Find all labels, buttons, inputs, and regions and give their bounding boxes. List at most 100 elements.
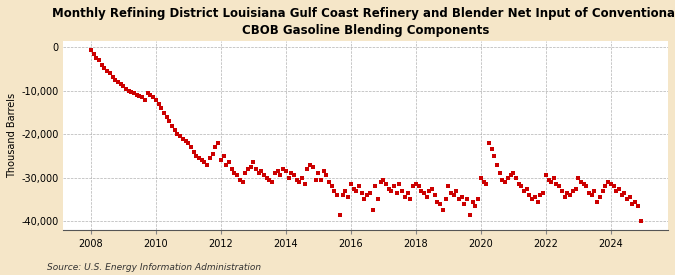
Point: [535, 193, 546, 197]
Point: [543, 178, 554, 182]
Point: [614, 186, 624, 191]
Point: [413, 184, 424, 189]
Point: [532, 199, 543, 204]
Point: [364, 191, 375, 195]
Point: [410, 182, 421, 186]
Point: [256, 169, 267, 173]
Point: [560, 195, 570, 199]
Point: [240, 171, 250, 175]
Point: [196, 158, 207, 163]
Point: [459, 202, 470, 206]
Point: [169, 128, 180, 132]
Point: [159, 110, 169, 115]
Point: [110, 78, 121, 82]
Point: [427, 186, 437, 191]
Point: [308, 165, 319, 169]
Point: [129, 91, 140, 95]
Point: [570, 186, 581, 191]
Point: [565, 193, 576, 197]
Point: [389, 184, 400, 189]
Point: [326, 184, 337, 189]
Point: [538, 191, 549, 195]
Point: [554, 184, 565, 189]
Point: [248, 160, 259, 165]
Point: [556, 188, 567, 193]
Point: [597, 188, 608, 193]
Point: [635, 219, 646, 223]
Point: [316, 178, 327, 182]
Point: [346, 182, 356, 186]
Point: [164, 119, 175, 123]
Point: [568, 188, 578, 193]
Point: [456, 195, 467, 199]
Point: [443, 184, 454, 189]
Point: [199, 160, 210, 165]
Point: [172, 132, 183, 136]
Point: [86, 47, 97, 52]
Point: [313, 171, 324, 175]
Point: [288, 173, 299, 178]
Point: [392, 191, 402, 195]
Point: [105, 71, 115, 76]
Point: [118, 84, 129, 89]
Point: [277, 167, 288, 171]
Point: [432, 199, 443, 204]
Point: [354, 184, 364, 189]
Point: [304, 163, 315, 167]
Point: [242, 167, 253, 171]
Point: [132, 93, 142, 97]
Point: [275, 173, 286, 178]
Point: [578, 182, 589, 186]
Point: [375, 180, 386, 184]
Point: [107, 75, 118, 79]
Point: [630, 199, 641, 204]
Point: [448, 193, 459, 197]
Point: [400, 195, 410, 199]
Point: [232, 173, 242, 178]
Point: [627, 202, 638, 206]
Point: [205, 156, 215, 160]
Point: [343, 195, 354, 199]
Point: [526, 197, 537, 202]
Point: [573, 175, 584, 180]
Point: [335, 212, 346, 217]
Point: [167, 123, 178, 128]
Point: [323, 180, 334, 184]
Point: [180, 139, 191, 143]
Point: [576, 180, 587, 184]
Point: [381, 182, 392, 186]
Point: [516, 184, 526, 189]
Point: [362, 193, 373, 197]
Point: [502, 175, 513, 180]
Point: [183, 141, 194, 145]
Point: [280, 169, 291, 173]
Point: [521, 186, 532, 191]
Point: [394, 182, 405, 186]
Point: [624, 195, 635, 199]
Point: [237, 180, 248, 184]
Point: [261, 175, 272, 180]
Point: [137, 95, 148, 100]
Point: [221, 163, 232, 167]
Point: [418, 191, 429, 195]
Point: [302, 167, 313, 171]
Point: [250, 167, 261, 171]
Point: [329, 188, 340, 193]
Point: [151, 97, 161, 102]
Point: [226, 167, 237, 171]
Point: [397, 188, 408, 193]
Point: [194, 156, 205, 160]
Point: [332, 193, 343, 197]
Point: [545, 180, 556, 184]
Text: Source: U.S. Energy Information Administration: Source: U.S. Energy Information Administ…: [47, 263, 261, 272]
Point: [370, 184, 381, 189]
Point: [338, 193, 348, 197]
Point: [562, 191, 573, 195]
Point: [294, 180, 304, 184]
Point: [467, 199, 478, 204]
Point: [483, 141, 494, 145]
Point: [99, 66, 110, 70]
Point: [551, 182, 562, 186]
Point: [321, 173, 331, 178]
Point: [253, 171, 264, 175]
